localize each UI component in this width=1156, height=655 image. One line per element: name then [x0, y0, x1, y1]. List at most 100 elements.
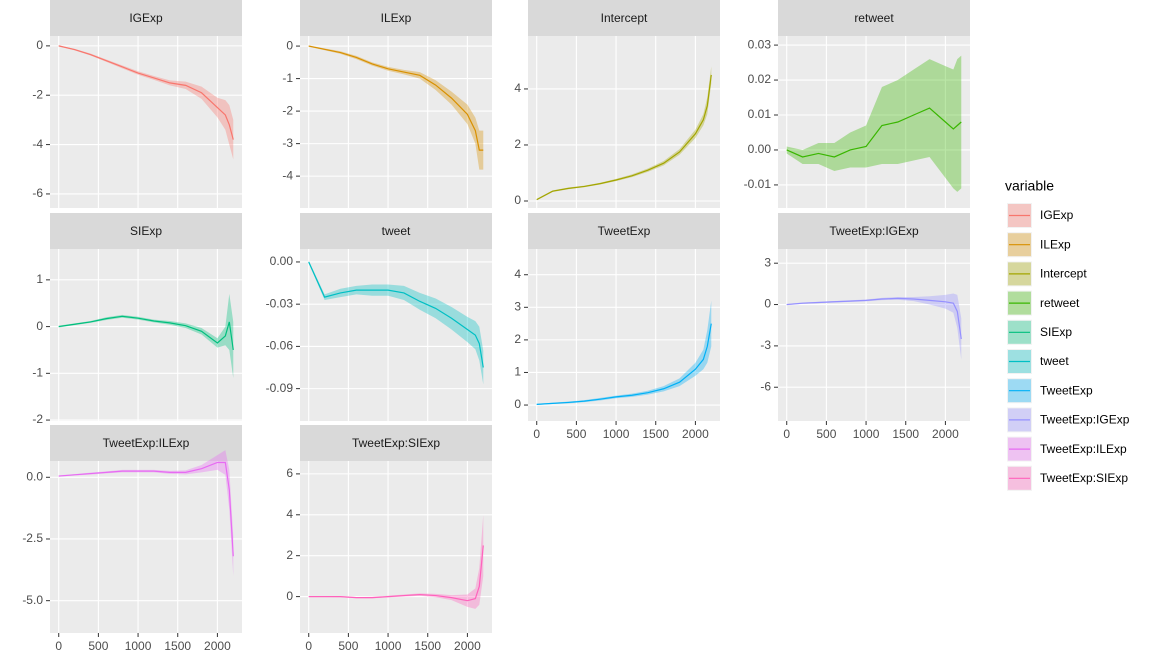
panel: TweetExp:ILExp 0 500 1000 1500 2000 0.0 -2.5 -5.…: [22, 425, 242, 653]
panel: Intercept 0 2 4: [514, 0, 720, 208]
strip-title: Intercept: [601, 11, 648, 25]
x-tick-label: 500: [338, 639, 358, 653]
x-tick-label: 2000: [682, 427, 709, 441]
line: [308, 545, 484, 602]
x-tick-label: 500: [816, 427, 836, 441]
panel: retweet -0.01 0.00 0.01 0.02 0.03: [744, 0, 970, 208]
strip: [50, 0, 242, 36]
y-tick-label: 0.01: [748, 107, 772, 121]
x-tick-label: 1500: [642, 427, 669, 441]
line: [58, 461, 234, 557]
x-tick-label: 1000: [853, 427, 880, 441]
panel: ILExp 0 -1 -2 -3 -4: [282, 0, 492, 208]
legend-entry: ILExp: [1007, 232, 1071, 258]
x-tick-label: 1000: [375, 639, 402, 653]
legend-entry: TweetExp:SIExp: [1007, 465, 1128, 491]
strip: [50, 425, 242, 461]
plot-background: [528, 249, 720, 421]
y-tick-label: 3: [764, 255, 771, 269]
y-tick-label: 1: [36, 272, 43, 286]
plot-background: [778, 249, 970, 421]
y-tick-label: -2.5: [22, 531, 43, 545]
y-tick-label: 0: [514, 193, 521, 207]
x-tick-label: 0: [783, 427, 790, 441]
y-tick-label: 0.02: [748, 72, 772, 86]
strip-title: TweetExp: [598, 224, 651, 238]
y-tick-label: 6: [286, 466, 293, 480]
y-tick-label: -3: [282, 136, 293, 150]
ribbon: [308, 514, 484, 609]
ribbon: [308, 260, 484, 385]
strip-title: retweet: [854, 11, 894, 25]
plot-background: [300, 249, 492, 421]
plot-background: [50, 461, 242, 633]
line: [308, 45, 484, 151]
strip-title: ILExp: [381, 11, 412, 25]
y-tick-label: 0: [286, 589, 293, 603]
legend-label: SIExp: [1040, 325, 1072, 339]
x-tick-label: 2000: [454, 639, 481, 653]
strip-title: TweetExp:IGExp: [829, 224, 919, 238]
legend-label: ILExp: [1040, 237, 1071, 251]
y-tick-label: 0: [36, 38, 43, 52]
strip: [300, 213, 492, 249]
legend-title: variable: [1005, 178, 1054, 194]
y-tick-label: 4: [514, 81, 521, 95]
y-tick-label: 0: [514, 397, 521, 411]
legend-label: TweetExp:SIExp: [1040, 471, 1128, 485]
legend-label: retweet: [1040, 296, 1080, 310]
line: [786, 297, 962, 340]
y-tick-label: 2: [514, 137, 521, 151]
legend-entry: TweetExp:IGExp: [1007, 407, 1130, 433]
x-tick-label: 500: [88, 639, 108, 653]
line: [58, 315, 234, 351]
x-tick-label: 1000: [603, 427, 630, 441]
strip-title: tweet: [382, 224, 411, 238]
legend-entry: SIExp: [1007, 319, 1072, 345]
x-tick-label: 0: [305, 639, 312, 653]
strip-title: IGExp: [129, 11, 163, 25]
panel: SIExp -2 -1 0 1: [32, 213, 242, 426]
panel: TweetExp:IGExp 0 500 1000 1500 2000 3 0 -3 -6: [760, 213, 970, 441]
plot-background: [50, 249, 242, 421]
x-tick-label: 0: [55, 639, 62, 653]
strip: [778, 213, 970, 249]
panel: tweet 0.00 -0.03 -0.06 -0.09: [266, 213, 492, 421]
legend-label: TweetExp: [1040, 383, 1093, 397]
y-tick-label: 0: [764, 297, 771, 311]
strip: [300, 0, 492, 36]
y-tick-label: 1: [514, 365, 521, 379]
y-tick-label: 0: [36, 319, 43, 333]
y-tick-label: -2: [32, 412, 43, 426]
strip-title: SIExp: [130, 224, 162, 238]
x-tick-label: 500: [566, 427, 586, 441]
panel: TweetExp:SIExp 0 500 1000 1500 2000 0 2 4 6: [286, 425, 492, 653]
plot-background: [300, 461, 492, 633]
legend-entry: TweetExp: [1007, 378, 1093, 404]
y-tick-label: -5.0: [22, 593, 43, 607]
strip-title: TweetExp:ILExp: [103, 436, 190, 450]
x-tick-label: 2000: [932, 427, 959, 441]
strip: [300, 425, 492, 461]
y-tick-label: 4: [514, 267, 521, 281]
legend-entry: Intercept: [1007, 261, 1087, 287]
legend-label: Intercept: [1040, 267, 1087, 281]
y-tick-label: -3: [760, 338, 771, 352]
strip: [778, 0, 970, 36]
y-tick-label: 2: [286, 548, 293, 562]
y-tick-label: -4: [282, 168, 293, 182]
line: [536, 74, 712, 201]
strip-title: TweetExp:SIExp: [352, 436, 440, 450]
strip: [528, 0, 720, 36]
y-tick-label: 3: [514, 299, 521, 313]
legend-entry: retweet: [1007, 290, 1080, 316]
line: [536, 323, 712, 405]
y-tick-label: -0.01: [744, 177, 772, 191]
y-tick-label: -0.03: [266, 296, 294, 310]
legend-label: TweetExp:ILExp: [1040, 442, 1127, 456]
x-tick-label: 1500: [892, 427, 919, 441]
y-tick-label: 0.03: [748, 37, 772, 51]
plot-background: [300, 36, 492, 208]
